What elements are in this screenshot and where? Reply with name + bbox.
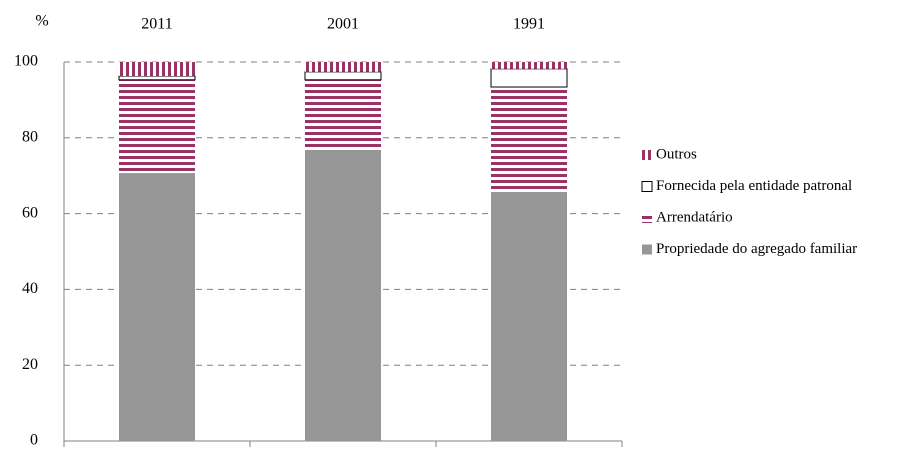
legend-label: Fornecida pela entidade patronal [656,178,852,194]
legend-label: Outros [656,146,697,162]
legend-swatch [642,150,652,160]
bar-segment [304,71,382,81]
bar-segment [491,87,567,192]
category-label: 1991 [513,16,545,33]
legend-swatch [642,244,652,255]
y-tick-label: 60 [22,204,38,221]
legend-label: Arrendatário [656,209,733,225]
bar-segment [305,149,381,442]
bar-segment [491,191,567,441]
legend-label: Propriedade do agregado familiar [656,241,857,257]
y-tick-label: 0 [30,432,38,449]
y-axis-label: % [35,13,48,30]
legend-swatch [642,213,652,223]
category-label: 2011 [141,16,172,33]
bar-segment [491,62,567,69]
y-tick-label: 100 [14,53,38,70]
bar-segment [119,62,195,77]
category-label: 2001 [327,16,359,33]
legend-swatch [641,181,653,192]
bar-segment [119,173,195,441]
y-tick-label: 80 [22,128,38,145]
bar-segment [490,68,568,88]
y-tick-label: 40 [22,280,38,297]
bar-segment [305,62,381,72]
bar-segment [305,79,381,150]
bar-segment [119,79,195,174]
bar-segment [118,75,196,81]
y-tick-label: 20 [22,356,38,373]
